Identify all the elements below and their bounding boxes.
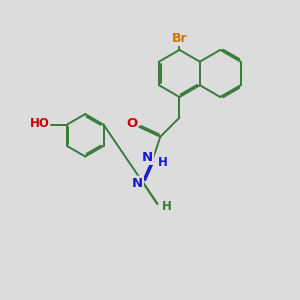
- Text: N: N: [132, 177, 143, 190]
- Text: H: H: [158, 156, 167, 169]
- Text: O: O: [126, 117, 137, 130]
- Text: H: H: [162, 200, 172, 213]
- Text: HO: HO: [29, 117, 50, 130]
- Text: N: N: [142, 151, 153, 164]
- Text: Br: Br: [172, 32, 187, 45]
